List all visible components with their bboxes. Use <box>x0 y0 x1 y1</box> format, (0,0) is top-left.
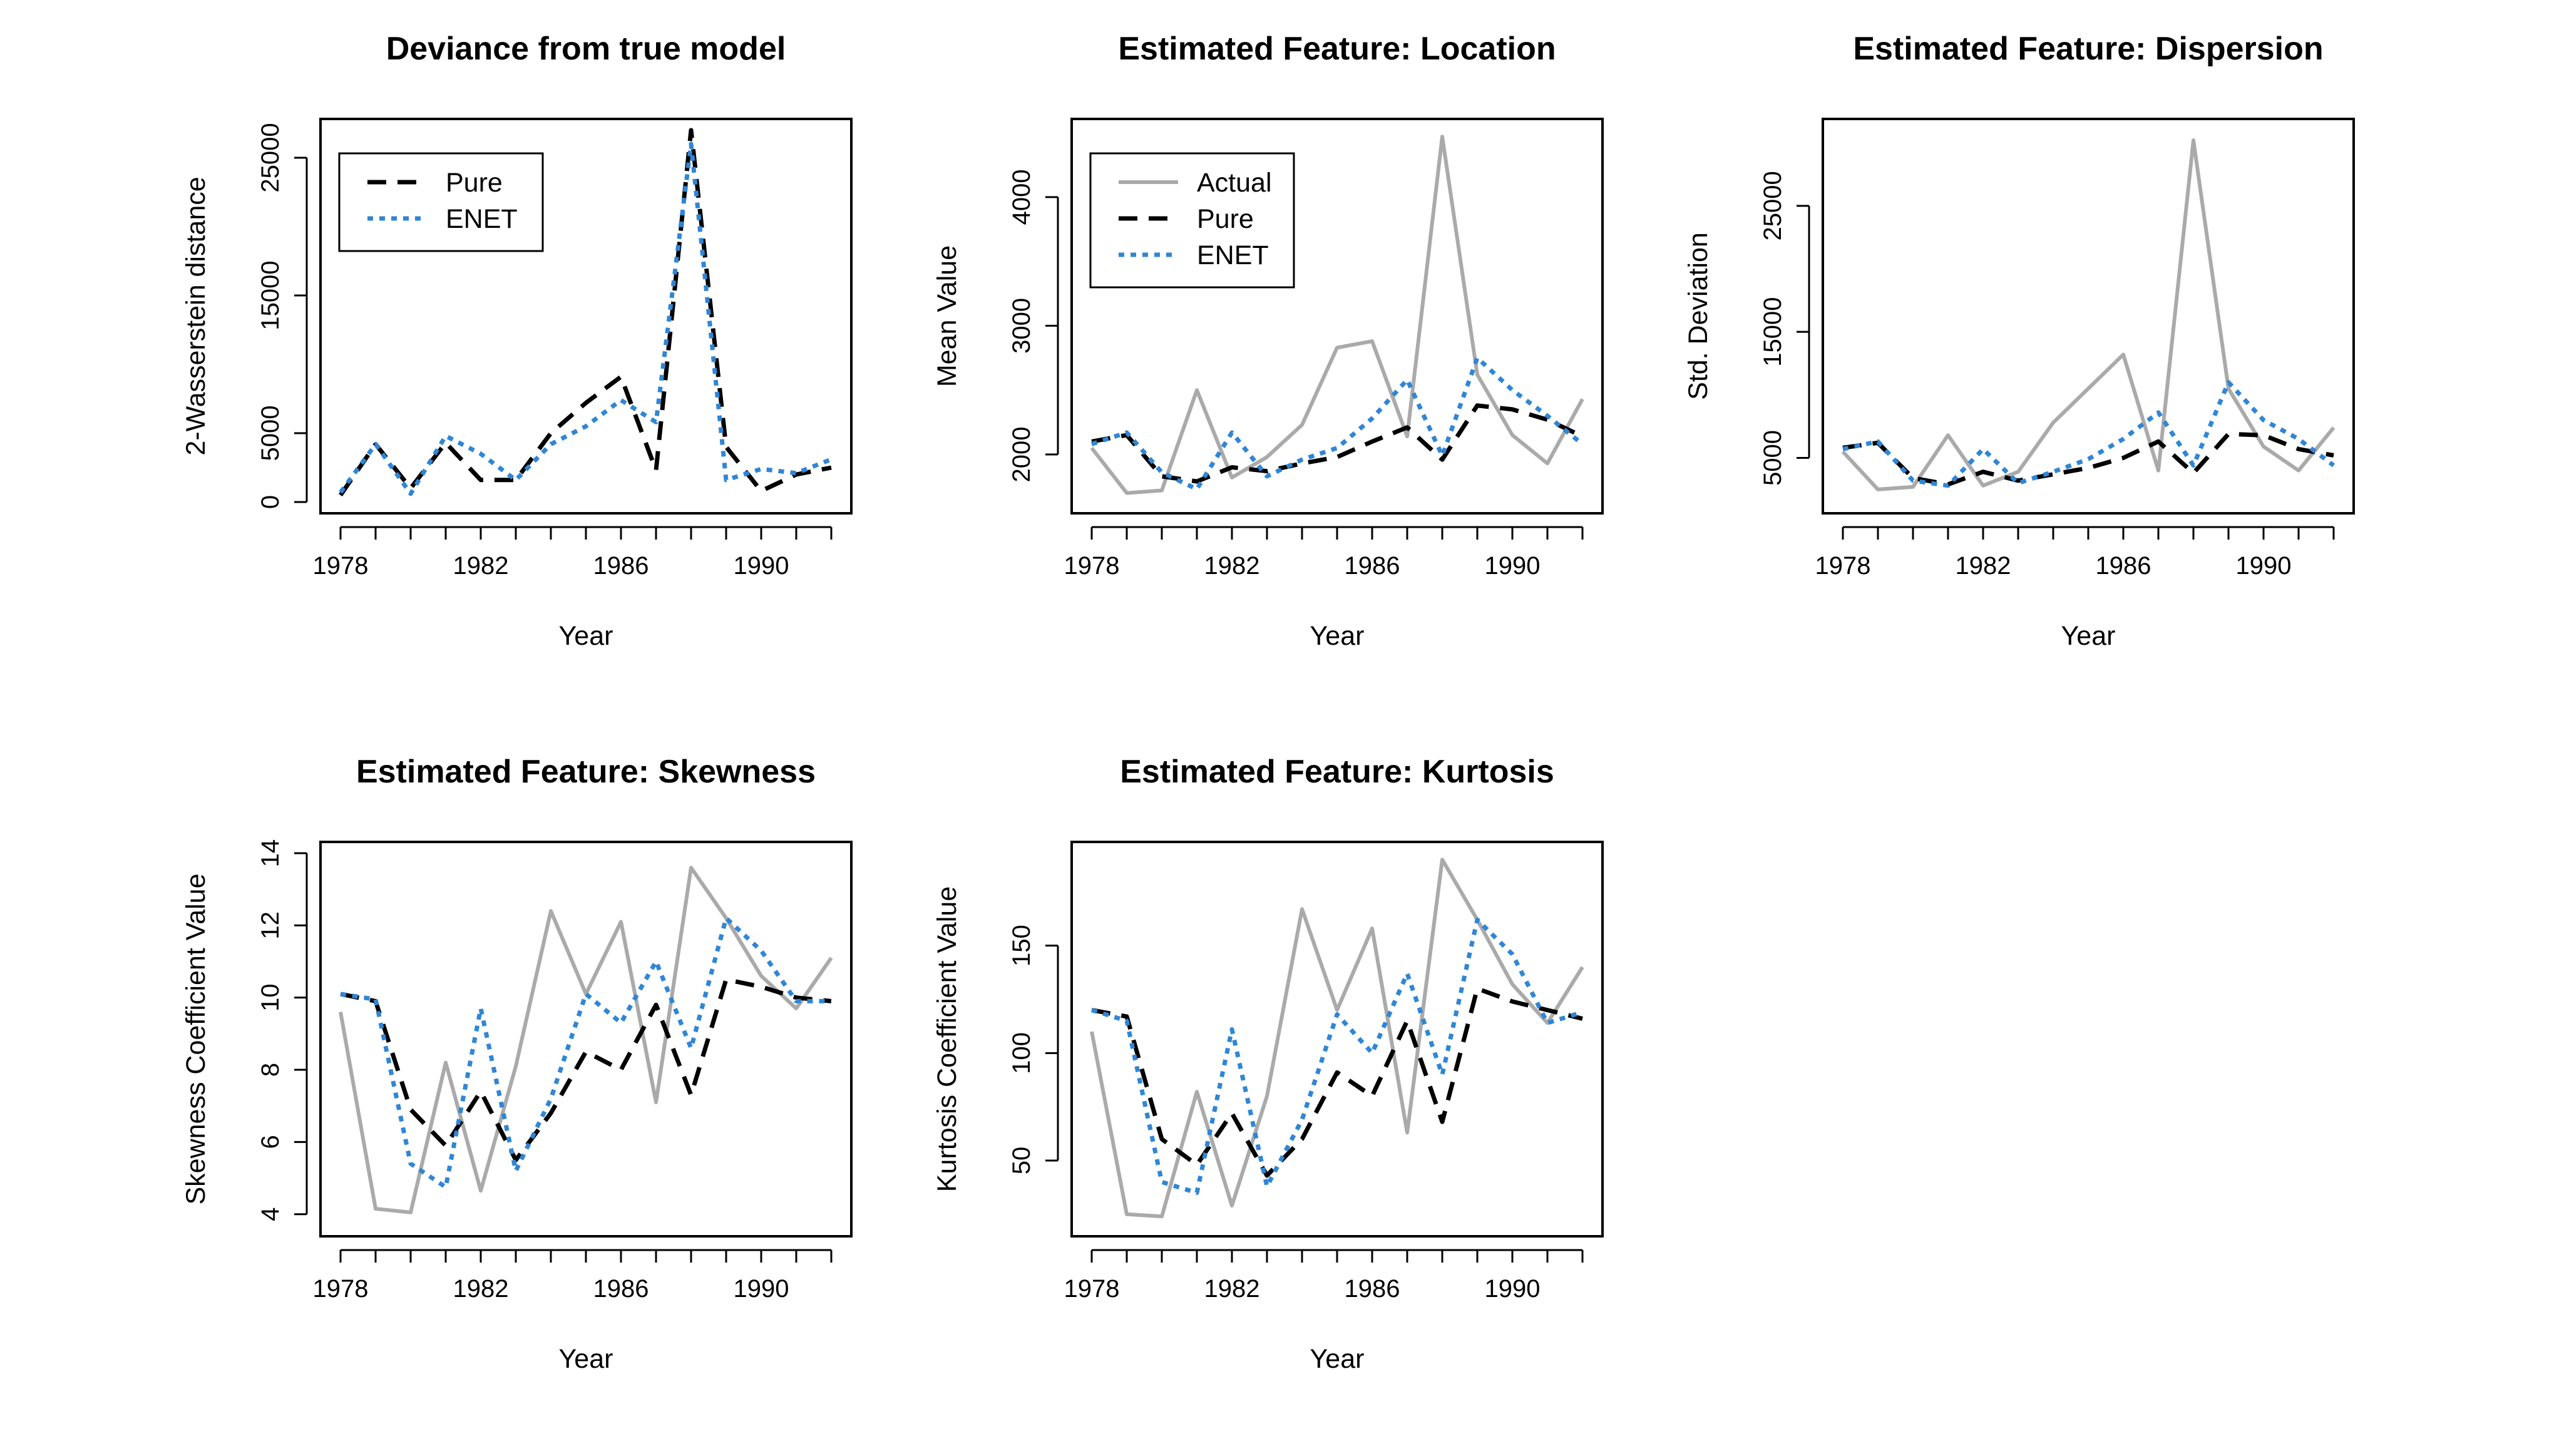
x-tick-label: 1978 <box>1064 552 1120 580</box>
y-tick-label: 50 <box>1008 1147 1035 1175</box>
y-tick-label: 3000 <box>1008 298 1035 354</box>
y-axis-label: Std. Deviation <box>1683 232 1713 400</box>
y-tick-label: 6 <box>257 1135 284 1149</box>
chart-title: Estimated Feature: Skewness <box>356 754 816 790</box>
y-tick-label: 4000 <box>1008 169 1035 225</box>
y-axis-label: Skewness Coefficient Value <box>181 873 211 1204</box>
legend-label-pure: Pure <box>1197 204 1254 234</box>
x-tick-label: 1990 <box>734 552 789 580</box>
legend-label-actual: Actual <box>1197 168 1272 198</box>
series-line-enet <box>339 141 833 496</box>
x-tick-label: 1982 <box>1204 552 1260 580</box>
y-tick-label: 0 <box>257 495 284 509</box>
y-tick-label: 25000 <box>257 123 284 192</box>
x-axis-label: Year <box>559 1344 613 1374</box>
x-axis-label: Year <box>2061 621 2116 651</box>
y-tick-label: 25000 <box>1759 171 1787 240</box>
series-line-actual <box>1841 138 2336 491</box>
y-tick-label: 10 <box>257 983 284 1012</box>
panel-estimated-feature-kurtosis: Estimated Feature: Kurtosis 1978 1982 1986 1… <box>932 754 1604 1374</box>
x-axis-label: Year <box>1310 621 1365 651</box>
chart-panels: Deviance from true model 1978 1982 1986 1990… <box>181 31 2355 1374</box>
series-line-actual <box>1090 135 1584 495</box>
y-axis-label: Mean Value <box>932 245 962 387</box>
x-tick-label: 1982 <box>1956 552 2011 580</box>
x-tick-label: 1986 <box>1345 1275 1400 1303</box>
y-tick-label: 100 <box>1008 1032 1035 1074</box>
plot-frame <box>1822 118 2355 515</box>
x-tick-label: 1990 <box>734 1275 789 1303</box>
y-tick-label: 5000 <box>1759 430 1787 486</box>
series-line-actual <box>1090 858 1584 1219</box>
y-tick-label: 14 <box>257 839 284 868</box>
legend: Actual Pure ENET <box>1089 152 1295 289</box>
x-tick-label: 1986 <box>593 1275 649 1303</box>
chart-title: Estimated Feature: Location <box>1118 31 1556 67</box>
y-tick-label: 2000 <box>1008 426 1035 482</box>
series-line-enet <box>1090 917 1584 1195</box>
legend-label-enet: ENET <box>446 204 518 234</box>
plot-frame <box>1070 118 1604 515</box>
y-axis-label: Kurtosis Coefficient Value <box>932 886 962 1192</box>
panel-estimated-feature-location: Estimated Feature: Location 1978 1982 1986 1… <box>932 31 1604 651</box>
x-tick-label: 1986 <box>593 552 649 580</box>
x-tick-label: 1982 <box>453 1275 509 1303</box>
plot-frame <box>319 841 853 1238</box>
legend-label-pure: Pure <box>446 168 503 198</box>
x-tick-label: 1986 <box>1345 552 1400 580</box>
x-tick-label: 1990 <box>2236 552 2292 580</box>
series-line-pure <box>340 977 832 1162</box>
x-tick-label: 1978 <box>1815 552 1871 580</box>
plot-frame <box>319 118 853 515</box>
series-line-enet <box>340 916 831 1189</box>
panel-estimated-feature-dispersion: Estimated Feature: Dispersion 1978 1982 198… <box>1683 31 2355 651</box>
y-tick-label: 15000 <box>257 260 284 330</box>
panel-estimated-feature-skewness: Estimated Feature: Skewness 1978 1982 1986 1… <box>181 754 853 1374</box>
x-tick-label: 1978 <box>1064 1275 1120 1303</box>
y-tick-label: 12 <box>257 911 284 940</box>
y-axis-label: 2-Wasserstein distance <box>181 177 211 455</box>
chart-title: Deviance from true model <box>386 31 786 67</box>
y-tick-label: 5000 <box>257 406 284 461</box>
series-line-actual <box>339 866 833 1214</box>
x-axis-label: Year <box>1310 1344 1365 1374</box>
panel-deviance-from-true-model: Deviance from true model 1978 1982 1986 1990… <box>181 31 853 651</box>
x-tick-label: 1986 <box>2096 552 2151 580</box>
x-tick-label: 1982 <box>1204 1275 1260 1303</box>
x-axis-label: Year <box>559 621 613 651</box>
series-line-enet <box>1090 356 1584 491</box>
series-line-enet <box>1842 380 2336 488</box>
y-tick-label: 150 <box>1008 925 1035 966</box>
x-tick-label: 1978 <box>313 1275 369 1303</box>
y-tick-label: 15000 <box>1759 297 1787 367</box>
x-tick-label: 1978 <box>313 552 369 580</box>
chart-title: Estimated Feature: Dispersion <box>1853 31 2323 67</box>
legend-label-enet: ENET <box>1197 240 1269 270</box>
chart-title: Estimated Feature: Kurtosis <box>1120 754 1554 790</box>
y-tick-label: 8 <box>257 1063 284 1077</box>
x-tick-label: 1990 <box>1485 552 1541 580</box>
legend-box <box>338 152 544 252</box>
y-tick-label: 4 <box>257 1207 284 1221</box>
x-tick-label: 1982 <box>453 552 509 580</box>
series-line-pure <box>1091 403 1584 484</box>
series-line-pure <box>1091 986 1583 1178</box>
plot-frame <box>1070 841 1604 1238</box>
x-tick-label: 1990 <box>1485 1275 1541 1303</box>
legend: Pure ENET <box>338 152 544 252</box>
